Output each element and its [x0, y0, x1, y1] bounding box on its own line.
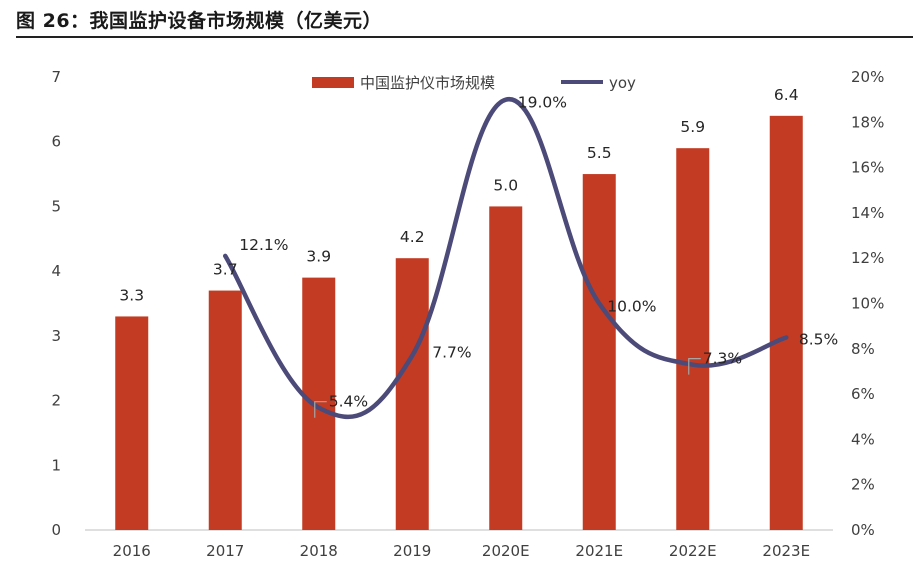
legend-line-label: yoy: [609, 74, 636, 92]
y-right-tick-label: 8%: [851, 340, 875, 358]
label-leader-line: [314, 401, 327, 418]
yoy-line: [223, 97, 789, 419]
yoy-value-label: 8.5%: [799, 330, 838, 348]
y-right-tick-label: 10%: [851, 295, 884, 313]
bar-series: [115, 115, 803, 531]
yoy-value-label: 10.0%: [607, 298, 656, 316]
y-right-tick-label: 12%: [851, 249, 884, 267]
bar: [769, 115, 803, 530]
y-left-tick-label: 4: [51, 262, 61, 280]
bar: [302, 277, 336, 530]
y-left-tick-label: 7: [51, 68, 61, 86]
bar-value-label: 5.5: [587, 144, 612, 162]
y-right-tick-label: 6%: [851, 385, 875, 403]
bar: [489, 206, 523, 530]
y-left-tick-label: 6: [51, 133, 61, 151]
y-left-tick-label: 3: [51, 327, 61, 345]
y-right-tick-label: 2%: [851, 476, 875, 494]
y-right-tick-label: 20%: [851, 68, 884, 86]
bar: [208, 290, 242, 530]
x-tick-label: 2022E: [669, 542, 717, 560]
legend: 中国监护仪市场规模 yoy: [312, 74, 636, 92]
y-left-tick-label: 2: [51, 392, 61, 410]
y-right-tick-label: 18%: [851, 113, 884, 131]
x-tick-label: 2019: [393, 542, 431, 560]
chart-axes: 0 1 2 3 4 5 6 7 0% 2% 4% 6% 8% 10% 12% 14% 16% 18% 20% 2016…: [51, 68, 884, 560]
x-tick-label: 2020E: [482, 542, 530, 560]
x-tick-label: 2023E: [762, 542, 810, 560]
title-divider: [16, 36, 913, 38]
y-left-tick-label: 0: [51, 521, 61, 539]
x-tick-label: 2016: [113, 542, 151, 560]
line-series: [223, 97, 789, 419]
bar: [676, 148, 710, 530]
y-left-tick-label: 1: [51, 456, 61, 474]
yoy-value-label: 7.3%: [703, 350, 742, 368]
y-right-tick-label: 16%: [851, 159, 884, 177]
y-right-tick-label: 4%: [851, 430, 875, 448]
y-right-tick-label: 14%: [851, 204, 884, 222]
bar-value-label: 3.3: [119, 286, 144, 304]
yoy-value-label: 19.0%: [518, 94, 567, 112]
bar-value-label: 6.4: [774, 86, 799, 104]
legend-bar-swatch: [312, 77, 354, 88]
bar-value-label: 5.9: [680, 118, 705, 136]
yoy-value-label: 12.1%: [239, 236, 288, 254]
x-tick-label: 2017: [206, 542, 244, 560]
y-left-tick-label: 5: [51, 197, 61, 215]
x-tick-label: 2021E: [575, 542, 623, 560]
bar-value-label: 3.7: [213, 261, 238, 279]
bar: [395, 258, 429, 530]
yoy-value-label: 5.4%: [329, 393, 368, 411]
legend-bar-label: 中国监护仪市场规模: [360, 74, 495, 92]
bar: [582, 174, 616, 531]
y-right-tick-label: 0%: [851, 521, 875, 539]
bar-value-label: 5.0: [493, 176, 518, 194]
data-labels: 3.3 3.7 3.9 4.2 5.0 5.5 5.9 6.4 12.1% 5.4% 7.7% 19.…: [119, 86, 838, 418]
x-tick-label: 2018: [300, 542, 338, 560]
yoy-value-label: 7.7%: [432, 344, 471, 362]
bar: [115, 316, 149, 530]
bar-value-label: 3.9: [306, 248, 331, 266]
figure-title: 图 26：我国监护设备市场规模（亿美元）: [16, 10, 383, 32]
label-leader-line: [688, 358, 701, 375]
bar-value-label: 4.2: [400, 228, 425, 246]
